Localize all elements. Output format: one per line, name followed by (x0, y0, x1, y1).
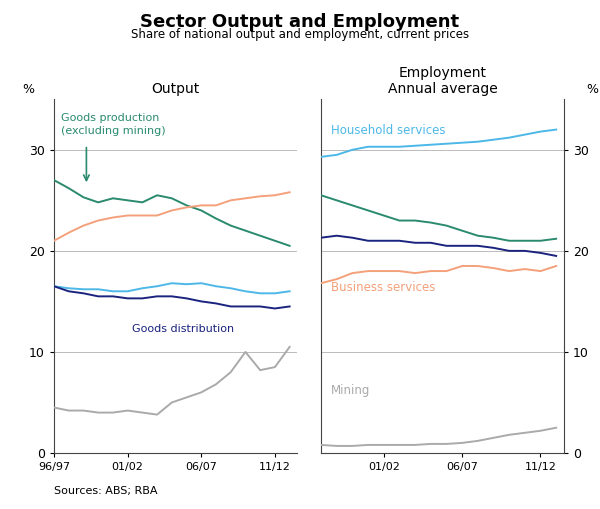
Text: Household services: Household services (331, 124, 445, 137)
Text: Mining: Mining (331, 384, 370, 397)
Text: %: % (22, 83, 34, 96)
Text: Sector Output and Employment: Sector Output and Employment (140, 13, 460, 31)
Text: Employment
Annual average: Employment Annual average (388, 66, 497, 96)
Text: Sources: ABS; RBA: Sources: ABS; RBA (54, 486, 157, 496)
Text: Business services: Business services (331, 281, 435, 294)
Text: %: % (586, 83, 598, 96)
Text: Goods distribution: Goods distribution (132, 324, 234, 334)
Text: Share of national output and employment, current prices: Share of national output and employment,… (131, 28, 469, 41)
Text: Goods production
(excluding mining): Goods production (excluding mining) (61, 114, 166, 136)
Text: Output: Output (151, 82, 200, 96)
